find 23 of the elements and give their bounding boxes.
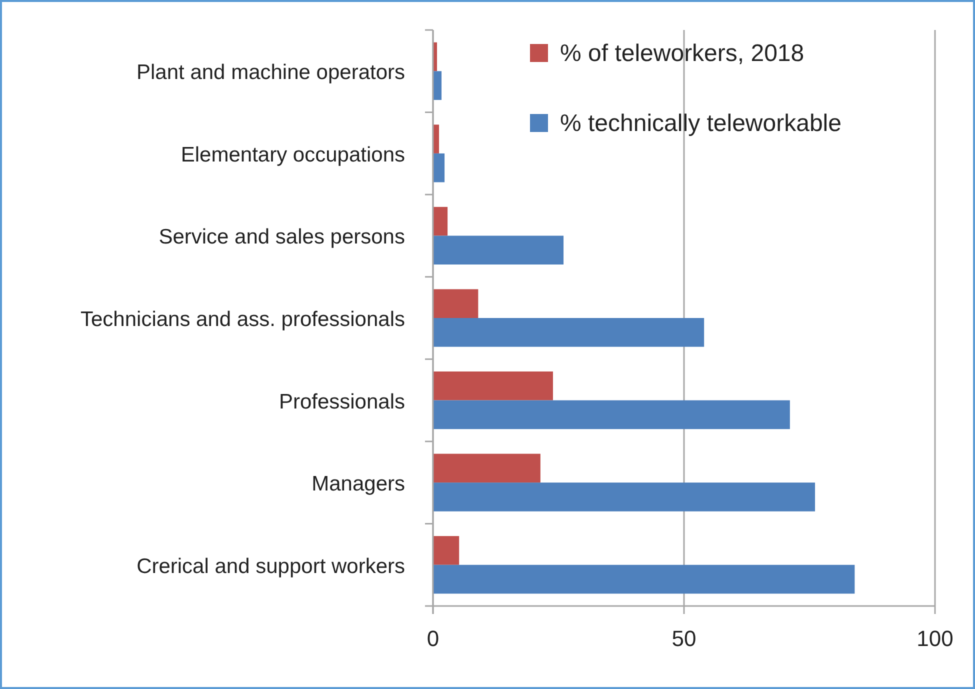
legend-label: % technically teleworkable — [560, 110, 842, 137]
bar — [433, 454, 540, 483]
bar — [433, 153, 445, 182]
x-tick-label: 50 — [672, 626, 696, 651]
y-tick-label: Service and sales persons — [158, 226, 405, 249]
y-tick-label: Technicians and ass. professionals — [80, 308, 405, 331]
bar — [433, 206, 448, 236]
bar — [433, 400, 790, 430]
bar — [433, 536, 460, 565]
y-tick-label: Elementary occupations — [180, 143, 405, 166]
x-tick-label: 100 — [916, 626, 954, 651]
y-tick-label: Crerical and support workers — [136, 554, 405, 578]
y-tick-label: Plant and machine operators — [136, 61, 405, 84]
bar — [433, 236, 564, 265]
bar — [433, 318, 704, 347]
legend-label: % of teleworkers, 2018 — [560, 40, 804, 67]
bar — [433, 289, 478, 318]
bar — [433, 564, 855, 594]
x-tick-label: 0 — [426, 626, 440, 651]
y-tick-label: Professionals — [278, 390, 405, 414]
bar — [433, 371, 553, 400]
bar — [433, 482, 816, 512]
y-tick-label: Managers — [312, 472, 405, 496]
